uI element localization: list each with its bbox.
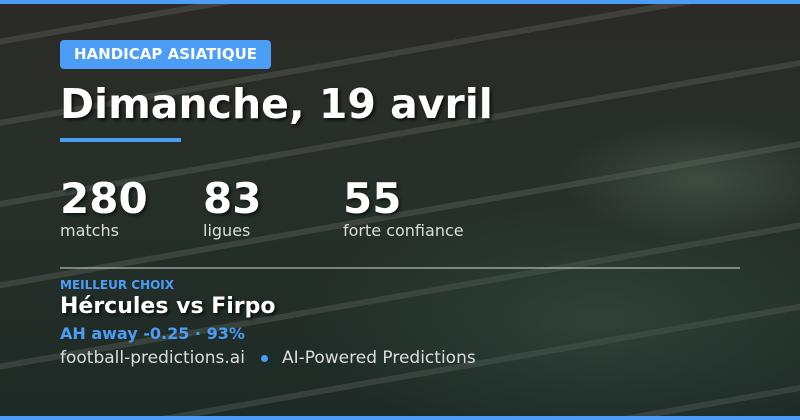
stat-value: 280 — [60, 174, 148, 223]
stat-leagues: 83 ligues — [203, 174, 262, 241]
stat-label: matchs — [60, 221, 119, 240]
divider — [60, 267, 740, 269]
bullet-dot-icon — [260, 354, 268, 362]
best-pick-kicker: MEILLEUR CHOIX — [60, 278, 175, 292]
tagline: AI-Powered Predictions — [281, 348, 476, 368]
category-badge: HANDICAP ASIATIQUE — [60, 40, 272, 69]
title-underline — [60, 138, 181, 142]
stat-label: forte confiance — [343, 221, 464, 240]
stat-high-confidence: 55 forte confiance — [343, 174, 464, 241]
stat-value: 83 — [203, 174, 262, 223]
page-title: Dimanche, 19 avril — [60, 80, 493, 128]
stat-value: 55 — [343, 174, 402, 223]
bottom-accent-bar — [0, 416, 800, 420]
best-pick-value: AH away -0.25 · 93% — [60, 324, 245, 343]
site-name: football-predictions.ai — [60, 348, 245, 368]
stat-label: ligues — [203, 221, 251, 240]
best-pick-match: Hércules vs Firpo — [60, 294, 276, 319]
footer: football-predictions.ai AI-Powered Predi… — [60, 348, 476, 368]
stat-matches: 280 matchs — [60, 174, 148, 241]
top-accent-bar — [0, 0, 800, 4]
